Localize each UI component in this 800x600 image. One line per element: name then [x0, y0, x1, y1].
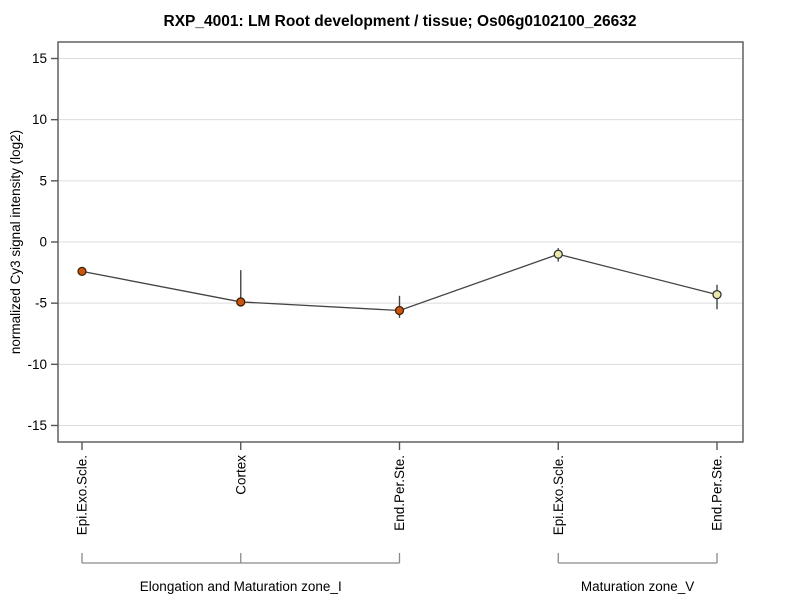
chart-title: RXP_4001: LM Root development / tissue; …	[164, 13, 637, 30]
y-tick-label: -5	[35, 296, 47, 311]
y-tick-label: 15	[32, 51, 47, 66]
axis-layer: 15 10 5 0 -5 -10 -15	[27, 51, 718, 450]
y-tick-label: 10	[32, 112, 47, 127]
bracket-layer	[81, 553, 718, 564]
data-point	[712, 289, 722, 300]
y-axis-title: normalized Cy3 signal intensity (log2)	[8, 130, 23, 354]
y-tick-label: 5	[39, 173, 47, 188]
data-layer	[77, 248, 722, 318]
y-tick-label: -10	[27, 357, 47, 372]
y-tick-label: 0	[39, 235, 47, 250]
x-category-label: End.Per.Ste.	[710, 455, 725, 531]
data-point	[553, 249, 563, 259]
data-point	[394, 305, 405, 316]
data-point	[77, 266, 87, 277]
data-point	[236, 297, 246, 307]
group-label: Maturation zone_V	[581, 579, 694, 594]
x-category-label: Epi.Exo.Scle.	[75, 455, 90, 535]
gridline-layer	[58, 58, 743, 426]
y-tick-label: -15	[27, 418, 47, 433]
x-category-label: End.Per.Ste.	[392, 455, 407, 531]
group-label: Elongation and Maturation zone_I	[140, 579, 342, 594]
x-category-label: Cortex	[233, 455, 248, 495]
x-category-label: Epi.Exo.Scle.	[551, 455, 566, 535]
